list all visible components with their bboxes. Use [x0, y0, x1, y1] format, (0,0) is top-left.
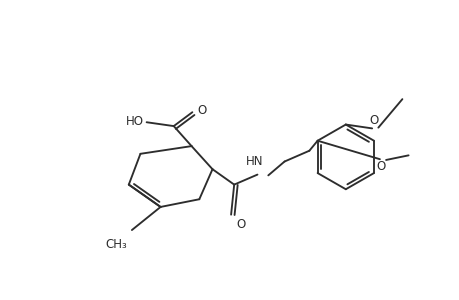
Text: CH₃: CH₃ [105, 238, 127, 251]
Text: O: O [368, 114, 377, 127]
Text: HN: HN [246, 155, 263, 168]
Text: HO: HO [126, 115, 144, 128]
Text: O: O [236, 218, 245, 231]
Text: O: O [376, 160, 385, 173]
Text: O: O [197, 104, 207, 117]
